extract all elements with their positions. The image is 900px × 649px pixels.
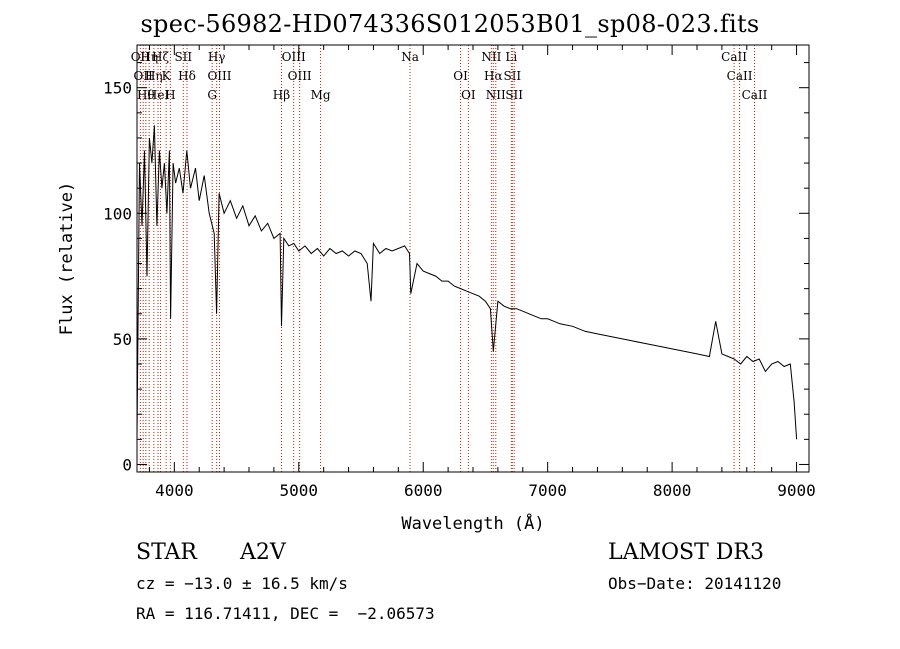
y-tick-label: 0 — [122, 455, 132, 474]
line-label: Hα — [484, 69, 503, 83]
x-axis-label: Wavelength (Å) — [401, 512, 544, 534]
line-label: Hβ — [273, 88, 290, 102]
line-label: NII — [481, 50, 501, 64]
line-label: Hθ — [137, 88, 155, 102]
line-label: Na — [401, 50, 419, 64]
object-class: STAR — [136, 540, 197, 565]
y-tick-label: 50 — [113, 330, 132, 349]
line-label: SII — [505, 88, 523, 102]
line-label: OIII — [207, 69, 231, 83]
line-label: OI — [461, 88, 476, 102]
coordinates-text: RA = 116.71411, DEC = −2.06573 — [136, 604, 435, 623]
spectrum-line — [136, 125, 798, 440]
line-label: CaII — [742, 88, 768, 102]
line-label: Hδ — [178, 69, 196, 83]
line-label: K — [162, 69, 172, 83]
line-label: H — [165, 88, 175, 102]
redshift-text: cz = −13.0 ± 16.5 km/s — [136, 574, 348, 593]
line-label: OIII — [288, 69, 312, 83]
line-label: SII — [174, 50, 192, 64]
line-label: Li — [505, 50, 517, 64]
x-tick-label: 4000 — [155, 481, 194, 500]
plot-frame — [136, 44, 810, 473]
y-tick-label: 100 — [103, 204, 132, 223]
x-tick-label: 8000 — [653, 481, 692, 500]
line-label: SII — [503, 69, 521, 83]
x-tick-label: 6000 — [404, 481, 443, 500]
y-tick-label: 150 — [103, 79, 132, 98]
y-axis-label: Flux (relative) — [57, 182, 77, 336]
obs-date-text: Obs−Date: 20141120 — [608, 574, 782, 593]
x-tick-label: 9000 — [777, 481, 816, 500]
line-label: OII — [134, 69, 154, 83]
line-label: Hγ — [208, 50, 226, 64]
line-label: G — [207, 88, 217, 102]
chart-title: spec-56982-HD074336S012053B01_sp08-023.f… — [140, 10, 760, 38]
line-label: OI — [453, 69, 468, 83]
line-label: Hζ — [152, 50, 169, 64]
x-tick-label: 7000 — [528, 481, 567, 500]
line-label: Mg — [311, 88, 331, 102]
line-label: CaII — [721, 50, 747, 64]
line-label: OIII — [282, 50, 306, 64]
x-tick-label: 5000 — [280, 481, 319, 500]
line-label: NII — [486, 88, 506, 102]
line-label: CaII — [727, 69, 753, 83]
survey-name: LAMOST DR3 — [608, 540, 764, 565]
line-label: Hη — [145, 69, 163, 83]
object-subclass: A2V — [240, 540, 286, 565]
line-label: HeI — [147, 88, 170, 102]
